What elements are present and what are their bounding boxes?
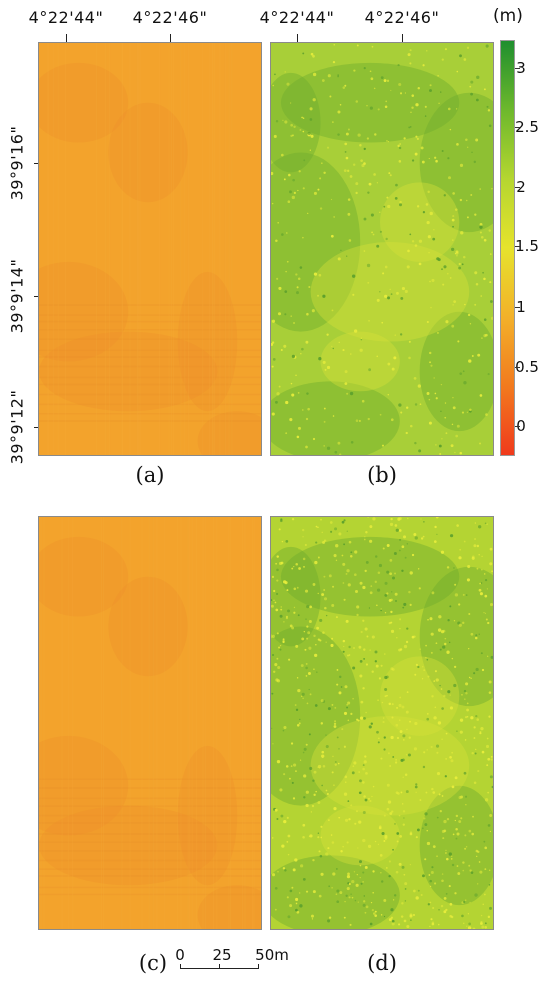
tick bbox=[258, 964, 259, 969]
map-panel-a bbox=[38, 42, 262, 456]
colorbar-tick-3: 3 bbox=[516, 59, 526, 77]
colorbar-tick-0: 0 bbox=[516, 417, 526, 435]
map-panel-b bbox=[270, 42, 494, 456]
colorbar-tick-2: 2 bbox=[516, 178, 526, 196]
tick bbox=[515, 187, 520, 188]
colorbar bbox=[500, 40, 515, 456]
longitude-label-left-2: 4°22'46" bbox=[132, 8, 208, 27]
map-panel-c bbox=[38, 516, 262, 930]
colorbar-tick-2-5: 2.5 bbox=[515, 118, 539, 136]
caption-b: (b) bbox=[367, 463, 397, 487]
tick bbox=[170, 34, 171, 42]
raster-image bbox=[39, 43, 261, 455]
tick bbox=[297, 34, 298, 42]
tick bbox=[515, 307, 520, 308]
longitude-label-right-1: 4°22'44" bbox=[259, 8, 335, 27]
scale-label-50m: 50m bbox=[255, 946, 289, 964]
caption-a: (a) bbox=[135, 463, 165, 487]
scale-label-25: 25 bbox=[212, 946, 232, 964]
caption-d: (d) bbox=[367, 951, 397, 975]
raster-image bbox=[39, 517, 261, 929]
colorbar-unit-label: (m) bbox=[493, 6, 523, 26]
caption-c: (c) bbox=[138, 951, 168, 975]
tick bbox=[515, 246, 520, 247]
colorbar-tick-1-5: 1.5 bbox=[515, 237, 539, 255]
raster-image bbox=[271, 43, 493, 455]
tick bbox=[402, 34, 403, 42]
latitude-label-1: 39°9'16" bbox=[7, 125, 27, 201]
tick bbox=[180, 964, 181, 969]
colorbar-tick-0-5: 0.5 bbox=[515, 358, 539, 376]
latitude-label-3: 39°9'12" bbox=[7, 389, 27, 465]
tick bbox=[515, 68, 520, 69]
map-panel-d bbox=[270, 516, 494, 930]
longitude-label-left-1: 4°22'44" bbox=[28, 8, 104, 27]
colorbar-tick-1: 1 bbox=[516, 298, 526, 316]
longitude-label-right-2: 4°22'46" bbox=[364, 8, 440, 27]
tick bbox=[66, 34, 67, 42]
tick bbox=[515, 127, 520, 128]
tick bbox=[515, 367, 520, 368]
scale-label-0: 0 bbox=[175, 946, 185, 964]
latitude-label-2: 39°9'14" bbox=[7, 258, 27, 334]
raster-image bbox=[271, 517, 493, 929]
tick bbox=[515, 426, 520, 427]
tick bbox=[219, 964, 220, 969]
